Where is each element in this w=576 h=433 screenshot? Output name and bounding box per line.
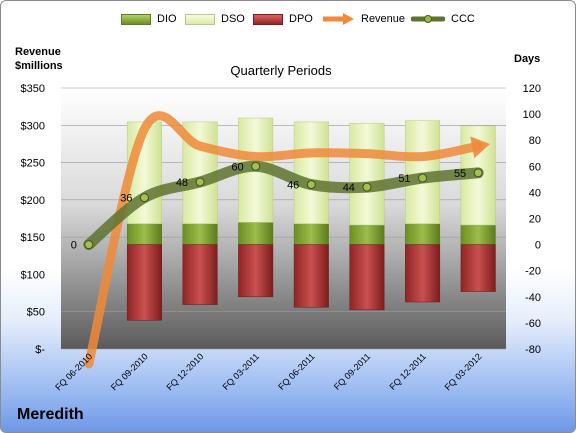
ccc-marker bbox=[251, 161, 261, 171]
right-axis-tick-label: 100 bbox=[523, 109, 541, 121]
x-axis-tick-label: FQ 09-2011 bbox=[332, 351, 373, 392]
legend-swatch-dio bbox=[121, 13, 151, 25]
right-axis-tick-label: -60 bbox=[525, 318, 541, 330]
legend: DIO DSO DPO Revenue CCC bbox=[1, 9, 575, 31]
legend-item-dso: DSO bbox=[185, 9, 245, 29]
right-axis-tick-label: 20 bbox=[529, 214, 541, 226]
legend-label-revenue: Revenue bbox=[361, 13, 406, 25]
legend-item-revenue: Revenue bbox=[321, 9, 405, 29]
bar-dpo bbox=[126, 244, 162, 321]
legend-label-dso: DSO bbox=[221, 13, 245, 25]
bar-dpo bbox=[460, 244, 496, 292]
right-axis-tick-label: -40 bbox=[525, 292, 541, 304]
revenue-line bbox=[84, 111, 483, 369]
data-labels: 0 36 48 60 46 44 51 55 bbox=[71, 161, 467, 251]
ccc-marker bbox=[362, 182, 372, 192]
ccc-data-label: 44 bbox=[343, 182, 355, 194]
bar-dpo bbox=[293, 244, 329, 308]
legend-line-ccc-icon bbox=[411, 15, 445, 23]
right-axis-tick-label: -80 bbox=[525, 344, 541, 356]
bar-dio bbox=[182, 223, 218, 245]
left-axis-tick-label: $300 bbox=[21, 120, 45, 132]
legend-item-dpo: DPO bbox=[253, 9, 313, 29]
legend-swatch-dso bbox=[185, 13, 215, 25]
left-axis-tick-label: $- bbox=[35, 344, 45, 356]
x-axis-tick-label: FQ 03-2012 bbox=[443, 351, 484, 392]
ccc-data-label: 55 bbox=[454, 168, 466, 180]
right-axis-tick-label: -20 bbox=[525, 266, 541, 278]
ccc-marker bbox=[473, 168, 483, 178]
company-name: Meredith bbox=[17, 406, 84, 423]
legend-item-ccc: CCC bbox=[411, 9, 475, 29]
right-axis-tick-label: 120 bbox=[523, 83, 541, 95]
ccc-marker bbox=[418, 173, 428, 183]
bar-dpo bbox=[182, 244, 218, 305]
bar-dio bbox=[293, 223, 329, 245]
x-axis-tick-label: FQ 06-2011 bbox=[276, 351, 317, 392]
bar-dio bbox=[460, 224, 496, 245]
ccc-marker bbox=[306, 180, 316, 190]
x-axis-tick-label: FQ 12-2010 bbox=[164, 351, 205, 392]
left-axis-tick-label: $200 bbox=[21, 195, 45, 207]
bar-dio bbox=[126, 223, 162, 245]
bar-dio bbox=[405, 223, 441, 245]
revenue-arrowhead bbox=[470, 136, 490, 159]
legend-label-dio: DIO bbox=[157, 13, 177, 25]
x-axis-tick-label: FQ 03-2011 bbox=[221, 351, 262, 392]
bars bbox=[126, 117, 496, 321]
legend-swatch-dpo bbox=[253, 13, 283, 25]
bar-dso bbox=[349, 122, 385, 226]
x-axis-tick-label: FQ 12-2011 bbox=[387, 351, 428, 392]
left-axis-title-text: Revenue $millions bbox=[15, 46, 63, 72]
chart-title: Quarterly Periods bbox=[230, 63, 332, 78]
ccc-data-label: 51 bbox=[398, 173, 410, 185]
left-axis-tick-label: $150 bbox=[21, 232, 45, 244]
bar-dpo bbox=[349, 244, 385, 311]
left-axis-tick-label: $350 bbox=[21, 83, 45, 95]
ccc-marker bbox=[84, 240, 94, 250]
legend-label-ccc: CCC bbox=[451, 13, 475, 25]
ccc-marker bbox=[139, 193, 149, 203]
right-axis-tick-label: 40 bbox=[529, 187, 541, 199]
bar-dio bbox=[349, 224, 385, 245]
x-axis-tick-label: FQ 06-2010 bbox=[53, 351, 94, 392]
ccc-data-label: 36 bbox=[120, 193, 132, 205]
ccc-marker bbox=[195, 177, 205, 187]
left-axis-tick-label: $50 bbox=[27, 307, 45, 319]
legend-label-dpo: DPO bbox=[289, 13, 313, 25]
ccc-data-label: 48 bbox=[176, 177, 188, 189]
x-axis-tick-label: FQ 09-2010 bbox=[109, 351, 150, 392]
bar-dio bbox=[238, 222, 274, 245]
ccc-data-label: 60 bbox=[231, 161, 243, 173]
bar-dpo bbox=[405, 244, 441, 303]
lines bbox=[83, 111, 490, 369]
ccc-data-label: 0 bbox=[71, 240, 77, 252]
bar-dso bbox=[293, 121, 329, 224]
right-axis-tick-label: 80 bbox=[529, 135, 541, 147]
right-axis-tick-label: 60 bbox=[529, 161, 541, 173]
legend-item-dio: DIO bbox=[121, 9, 177, 29]
left-axis-tick-label: $100 bbox=[21, 269, 45, 281]
right-axis-tick-label: 0 bbox=[535, 240, 541, 252]
ccc-data-label: 46 bbox=[287, 180, 299, 192]
right-axis-title: Days bbox=[514, 53, 541, 65]
left-axis-tick-label: $250 bbox=[21, 158, 45, 170]
legend-arrow-revenue-icon bbox=[323, 13, 354, 25]
left-axis-title: Revenue $millions bbox=[15, 45, 85, 73]
bar-dpo bbox=[238, 244, 274, 298]
